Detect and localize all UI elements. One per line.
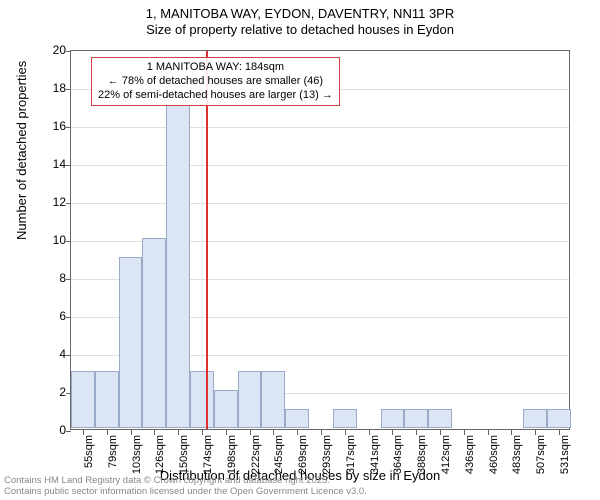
- histogram-bar: [119, 257, 143, 428]
- ytick-mark: [66, 127, 71, 128]
- histogram-bar: [95, 371, 119, 428]
- title-line2: Size of property relative to detached ho…: [0, 22, 600, 38]
- ytick-label: 18: [36, 81, 66, 95]
- property-marker-line: [206, 51, 208, 429]
- gridline: [71, 203, 569, 204]
- gridline: [71, 127, 569, 128]
- histogram-bar: [523, 409, 547, 428]
- histogram-bar: [333, 409, 357, 428]
- annotation-line3: 22% of semi-detached houses are larger (…: [98, 89, 333, 103]
- title-block: 1, MANITOBA WAY, EYDON, DAVENTRY, NN11 3…: [0, 0, 600, 39]
- histogram-bar: [404, 409, 428, 428]
- ytick-label: 6: [36, 309, 66, 323]
- histogram-bar: [285, 409, 309, 428]
- footer-line2: Contains public sector information licen…: [4, 487, 367, 498]
- gridline: [71, 165, 569, 166]
- histogram-bar: [547, 409, 571, 428]
- ytick-mark: [66, 89, 71, 90]
- ytick-label: 2: [36, 385, 66, 399]
- histogram-bar: [381, 409, 405, 428]
- chart-area: 55sqm79sqm103sqm126sqm150sqm174sqm198sqm…: [70, 50, 570, 430]
- ytick-label: 14: [36, 157, 66, 171]
- ytick-mark: [66, 165, 71, 166]
- histogram-bar: [261, 371, 285, 428]
- histogram-bar: [166, 105, 190, 428]
- ytick-mark: [66, 279, 71, 280]
- annotation-line2: ← 78% of detached houses are smaller (46…: [98, 75, 333, 89]
- y-axis-label: Number of detached properties: [14, 61, 29, 240]
- ytick-label: 16: [36, 119, 66, 133]
- histogram-bar: [238, 371, 262, 428]
- histogram-bar: [214, 390, 238, 428]
- ytick-mark: [66, 203, 71, 204]
- footer-attribution: Contains HM Land Registry data © Crown c…: [4, 476, 367, 498]
- annotation-line1: 1 MANITOBA WAY: 184sqm: [98, 61, 333, 75]
- ytick-label: 4: [36, 347, 66, 361]
- histogram-bar: [428, 409, 452, 428]
- ytick-mark: [66, 355, 71, 356]
- histogram-bar: [142, 238, 166, 428]
- chart-container: 1, MANITOBA WAY, EYDON, DAVENTRY, NN11 3…: [0, 0, 600, 500]
- histogram-bar: [190, 371, 214, 428]
- annotation-box: 1 MANITOBA WAY: 184sqm← 78% of detached …: [91, 57, 340, 106]
- title-line1: 1, MANITOBA WAY, EYDON, DAVENTRY, NN11 3…: [0, 6, 600, 22]
- ytick-mark: [66, 317, 71, 318]
- ytick-mark: [66, 431, 71, 432]
- ytick-label: 12: [36, 195, 66, 209]
- plot-region: 55sqm79sqm103sqm126sqm150sqm174sqm198sqm…: [70, 50, 570, 430]
- ytick-mark: [66, 51, 71, 52]
- histogram-bar: [71, 371, 95, 428]
- ytick-label: 8: [36, 271, 66, 285]
- ytick-label: 0: [36, 423, 66, 437]
- ytick-label: 20: [36, 43, 66, 57]
- ytick-mark: [66, 241, 71, 242]
- ytick-label: 10: [36, 233, 66, 247]
